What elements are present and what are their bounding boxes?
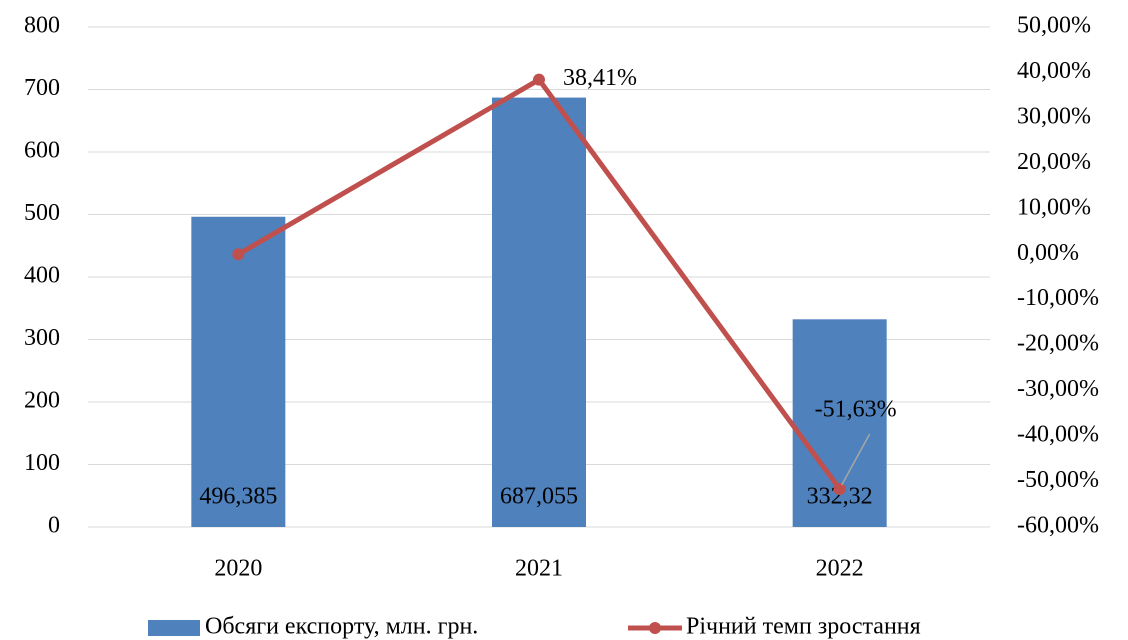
y2-tick-label: -30,00% <box>1017 376 1099 402</box>
bar <box>492 97 586 527</box>
y-tick-label: 100 <box>24 450 60 476</box>
y2-tick-label: -10,00% <box>1017 285 1099 311</box>
bar-value-label: 687,055 <box>500 484 578 510</box>
y-tick-label: 500 <box>24 200 60 226</box>
y-tick-label: 400 <box>24 263 60 289</box>
line-point <box>833 482 846 495</box>
line-value-label: 38,41% <box>563 65 637 91</box>
x-tick-label: 2022 <box>816 556 864 582</box>
y-tick-label: 0 <box>48 513 60 539</box>
y-tick-label: 300 <box>24 325 60 351</box>
y2-tick-label: 30,00% <box>1017 103 1091 129</box>
leader-line <box>841 433 871 486</box>
bar-value-label: 496,385 <box>199 484 277 510</box>
legend-swatch <box>148 620 200 636</box>
line-point <box>232 248 245 261</box>
y-tick-label: 600 <box>24 138 60 164</box>
x-tick-label: 2021 <box>515 556 563 582</box>
y-tick-label: 200 <box>24 388 60 414</box>
y2-tick-label: -40,00% <box>1017 422 1099 448</box>
y2-tick-label: -50,00% <box>1017 467 1099 493</box>
legend-label: Обсяги експорту, млн. грн. <box>205 614 478 640</box>
y2-tick-label: 50,00% <box>1017 13 1091 39</box>
x-tick-label: 2020 <box>214 556 262 582</box>
y2-tick-label: -60,00% <box>1017 513 1099 539</box>
y2-tick-label: 20,00% <box>1017 149 1091 175</box>
y2-tick-label: -20,00% <box>1017 331 1099 357</box>
legend-swatch-point <box>649 622 661 634</box>
legend-label: Річний темп зростання <box>686 614 921 640</box>
line-value-label: -51,63% <box>815 396 897 422</box>
bar <box>191 216 286 527</box>
line-point <box>533 73 545 86</box>
y2-tick-label: 0,00% <box>1017 240 1079 266</box>
y-tick-label: 800 <box>24 13 60 39</box>
y2-tick-label: 40,00% <box>1017 58 1091 84</box>
y2-tick-label: 10,00% <box>1017 194 1091 220</box>
y-tick-label: 700 <box>24 75 60 101</box>
